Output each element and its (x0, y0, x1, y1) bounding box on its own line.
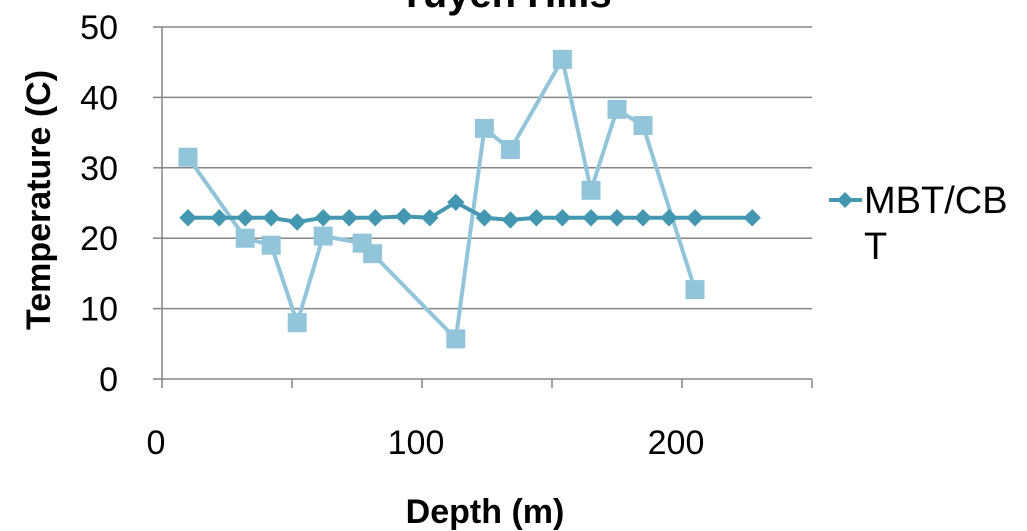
y-tick-label-50: 50 (80, 9, 118, 47)
series-2-point (340, 209, 358, 227)
series-1-point (235, 228, 255, 248)
legend-swatch-marker (837, 192, 853, 208)
series-2-point (743, 209, 761, 227)
y-axis-title: Temperature (C) (20, 70, 58, 330)
y-tick-label-40: 40 (80, 79, 118, 117)
series-2-point (447, 193, 465, 212)
series-layer (178, 49, 761, 349)
series-1-point (607, 99, 627, 119)
series-1-point (474, 118, 494, 138)
axes (153, 26, 813, 388)
series-1-point (363, 244, 383, 264)
series-2-point (421, 209, 439, 227)
series-2-point (210, 209, 228, 227)
series-2-point (553, 209, 572, 227)
legend: MBT/CB T (829, 180, 1008, 268)
y-tick-label-30: 30 (80, 150, 118, 188)
y-tick-label-10: 10 (80, 291, 118, 329)
series-1-point (261, 235, 281, 255)
series-2-point (634, 209, 652, 227)
series-2-point (582, 209, 600, 227)
series-1-point (287, 313, 307, 333)
series-1-point (500, 139, 520, 159)
series-2-point (395, 207, 413, 226)
series-2-point (501, 211, 520, 229)
series-2-point (527, 209, 546, 227)
legend-label-line: MBT/CB (864, 180, 1008, 222)
x-tick-label-0: 0 (147, 424, 166, 462)
series-2-point (236, 209, 254, 227)
x-axis-title: Depth (m) (406, 493, 565, 531)
chart-title: Yuyeh Hills (398, 0, 611, 16)
series-1-point (313, 226, 333, 246)
x-tick-label-200: 200 (648, 424, 705, 462)
series-2-point (262, 209, 280, 227)
series-2-point (608, 209, 626, 227)
series-2 (179, 193, 761, 231)
series-1 (178, 49, 705, 349)
series-2-point (179, 209, 197, 227)
y-tick-label-0: 0 (99, 361, 118, 399)
series-2-point (660, 209, 678, 227)
series-1-point (552, 49, 572, 69)
series-1-point (446, 329, 466, 349)
series-1-point (685, 280, 705, 300)
series-2-point (366, 209, 384, 227)
series-2-point (314, 209, 332, 227)
grid-lines (162, 26, 812, 310)
series-1-point (633, 116, 653, 136)
legend-label-line: T (864, 226, 887, 268)
legend-label: MBT/CB T (864, 180, 1008, 268)
series-1-point (178, 147, 198, 167)
series-2-point (475, 209, 494, 227)
y-tick-label-20: 20 (80, 220, 118, 258)
series-2-point (288, 213, 306, 231)
series-2-point (686, 209, 704, 227)
y-tick-labels: 0 10 20 30 40 50 (80, 9, 118, 399)
x-tick-labels: 0 100 200 (147, 424, 705, 462)
series-1-point (581, 180, 601, 200)
x-tick-label-100: 100 (388, 424, 445, 462)
